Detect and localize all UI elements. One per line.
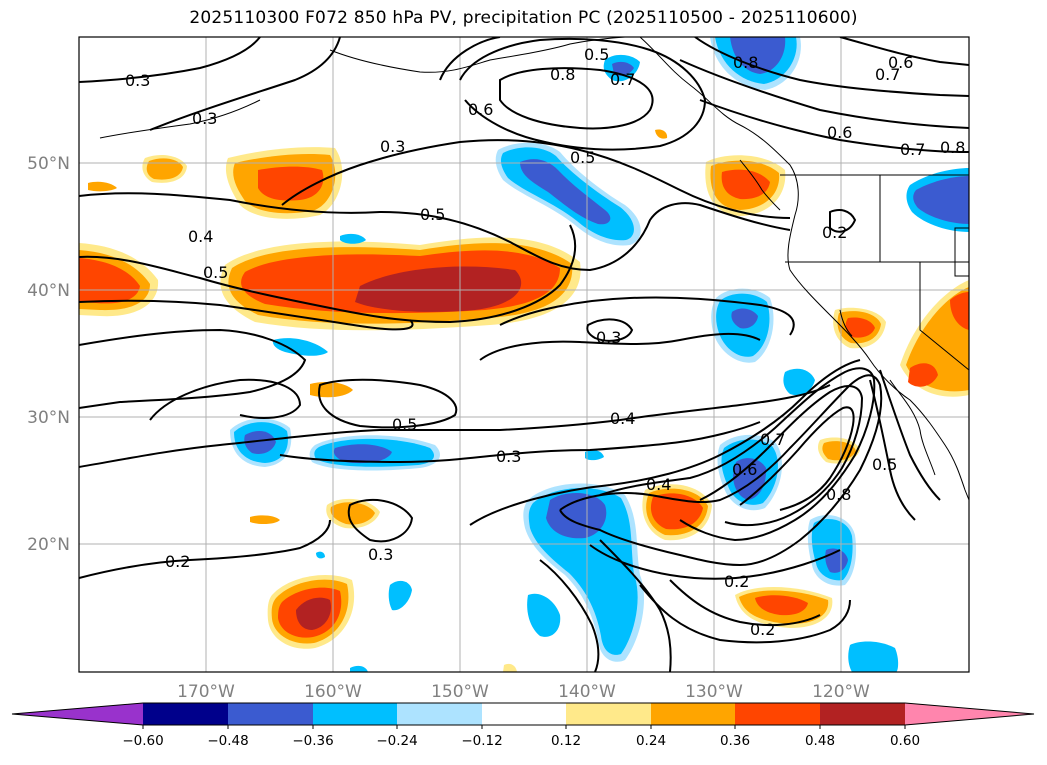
- colorbar-tick-label: −0.60: [122, 733, 163, 749]
- contour-labels: 0.3 0.3 0.3 0.5 0.5 0.4 0.5 0.6 0.8 0.5 …: [125, 45, 965, 639]
- contour-label: 0.4: [610, 409, 635, 428]
- lon-label: 150°W: [431, 682, 489, 702]
- lon-label: 170°W: [177, 682, 235, 702]
- map-frame: [78, 36, 970, 673]
- colorbar-segment: [735, 703, 820, 725]
- graticule: [79, 37, 969, 672]
- colorbar-tick-label: 0.48: [805, 733, 835, 749]
- pos-anomaly-west-edge: [79, 243, 159, 317]
- colorbar-tick-label: 0.24: [636, 733, 666, 749]
- contour-label: 0.3: [496, 447, 521, 466]
- coastlines: [99, 37, 969, 501]
- colorbar-tick-label: 0.60: [890, 733, 920, 749]
- colorbar-segment: [313, 703, 397, 725]
- contour-label: 0.7: [760, 430, 785, 449]
- colorbar-tick-label: −0.24: [376, 733, 417, 749]
- contour-label: 0.4: [646, 475, 671, 494]
- contour-label: 0.3: [192, 109, 217, 128]
- latitude-labels: 50°N 40°N 30°N 20°N: [27, 154, 70, 555]
- lon-label: 160°W: [304, 682, 362, 702]
- pos-anomaly-bc-coast: [655, 129, 786, 216]
- colorbar-extend-max: [905, 703, 1034, 725]
- contour-label: 0.6: [732, 460, 757, 479]
- colorbar-segment: [566, 703, 651, 725]
- pos-anomaly-north-pacific-band: [220, 237, 581, 331]
- colorbar-extend-min: [12, 703, 143, 725]
- pos-anomaly-central: [250, 382, 860, 672]
- colorbar-segment: [482, 703, 566, 725]
- pv-contours: [79, 37, 969, 672]
- contour-label: 0.3: [368, 545, 393, 564]
- neg-anomaly-pnw: [906, 168, 969, 232]
- contour-label: 0.8: [550, 65, 575, 84]
- contour-label: 0.2: [165, 552, 190, 571]
- contour-label: 0.6: [827, 123, 852, 142]
- contour-label: 0.5: [392, 415, 417, 434]
- colorbar-segment: [143, 703, 228, 725]
- colorbar-segment: [397, 703, 482, 725]
- colorbar-tick-label: −0.36: [292, 733, 333, 749]
- colorbar-segment: [228, 703, 313, 725]
- contour-label: 0.8: [940, 138, 965, 157]
- colorbar: −0.60 −0.48 −0.36 −0.24 −0.12 0.12 0.24 …: [11, 702, 1035, 749]
- contour-label: 0.2: [724, 572, 749, 591]
- contour-label: 0.4: [188, 227, 213, 246]
- colorbar-tick-label: −0.12: [461, 733, 502, 749]
- lat-label: 20°N: [27, 535, 70, 555]
- colorbar-segment: [651, 703, 735, 725]
- lon-label: 120°W: [812, 682, 870, 702]
- contour-label: 0.7: [900, 140, 925, 159]
- lat-label: 50°N: [27, 154, 70, 174]
- pos-anomaly-north-cells: [88, 147, 343, 219]
- contour-label: 0.2: [822, 223, 847, 242]
- lat-label: 30°N: [27, 408, 70, 428]
- contour-label: 0.7: [610, 70, 635, 89]
- colorbar-segment: [820, 703, 905, 725]
- contour-label: 0.6: [468, 100, 493, 119]
- contour-label: 0.6: [888, 53, 913, 72]
- contour-label: 0.7: [875, 65, 900, 84]
- contour-label: 0.5: [203, 263, 228, 282]
- contour-label: 0.2: [750, 620, 775, 639]
- contour-label: 0.5: [570, 148, 595, 167]
- contour-label: 0.8: [826, 485, 851, 504]
- colorbar-tick-label: −0.48: [207, 733, 248, 749]
- lat-label: 40°N: [27, 281, 70, 301]
- pos-anomaly-california: [833, 280, 969, 397]
- neg-anomaly-gulf-alaska: [495, 37, 801, 246]
- colorbar-tick-label: 0.12: [551, 733, 581, 749]
- contour-label: 0.5: [584, 45, 609, 64]
- contour-label: 0.5: [420, 205, 445, 224]
- lon-label: 130°W: [685, 682, 743, 702]
- contour-label: 0.3: [380, 137, 405, 156]
- lon-label: 140°W: [558, 682, 616, 702]
- longitude-labels: 170°W 160°W 150°W 140°W 130°W 120°W: [177, 682, 870, 702]
- neg-anomaly-offshore-ca: [711, 288, 815, 396]
- contour-label: 0.8: [733, 53, 758, 72]
- contour-label: 0.3: [125, 71, 150, 90]
- colorbar-tick-label: 0.36: [720, 733, 750, 749]
- precipitation-shading: [79, 37, 969, 672]
- plot-title: 2025110300 F072 850 hPa PV, precipitatio…: [189, 8, 858, 28]
- contour-label: 0.3: [596, 328, 621, 347]
- neg-anomaly-subtropical: [388, 434, 899, 672]
- contour-label: 0.5: [872, 455, 897, 474]
